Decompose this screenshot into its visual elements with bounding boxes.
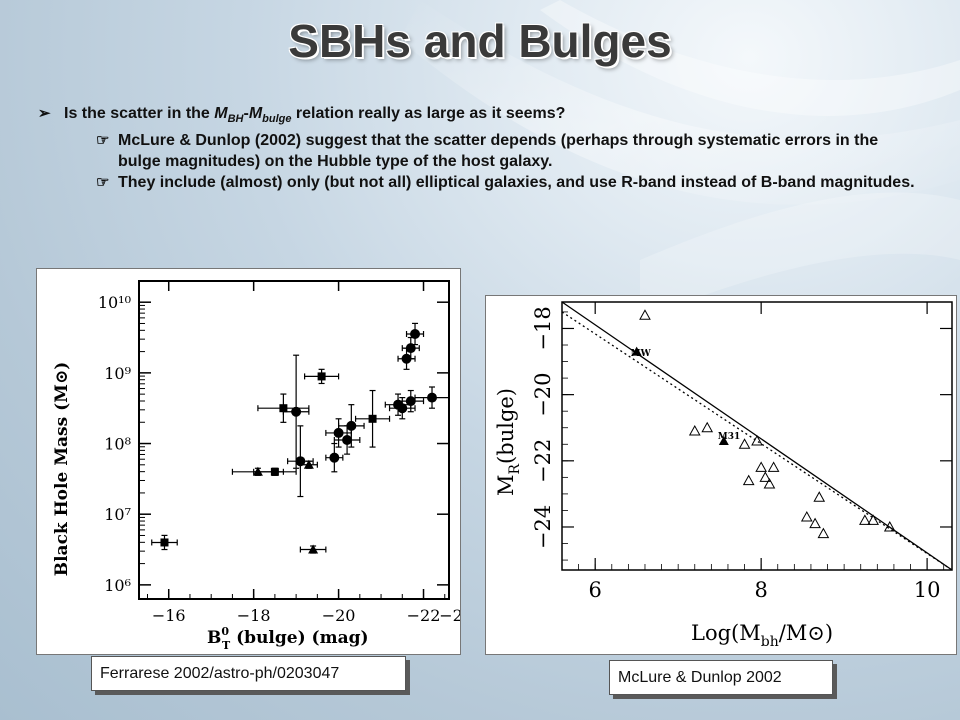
chart2-x-tick-label: 6	[589, 578, 602, 602]
chart1-point-circle	[427, 392, 438, 403]
m-bulge-subscript: bulge	[262, 113, 292, 126]
arrow-bullet-icon: ➢	[38, 105, 51, 122]
chart1-x-axis-label: B0 T (bulge) (mag)	[207, 625, 369, 652]
bullet-list: ➢ Is the scatter in the MBH-Mbulge relat…	[38, 103, 918, 193]
chart1-point-triangle	[308, 544, 319, 554]
chart2-point-open-triangle	[813, 491, 826, 502]
chart2-y-tick-label: −20	[531, 372, 555, 416]
chart2-point-label: MW	[631, 349, 652, 359]
chart2-point-filled-triangle	[631, 346, 642, 356]
m-bulge-symbol: M	[248, 105, 263, 122]
chart2-point-open-triangle	[763, 477, 776, 489]
chart2-point-open-triangle	[809, 517, 821, 529]
chart1-point-circle	[333, 427, 344, 438]
chart1-y-tick-label: 10⁷	[104, 505, 131, 524]
chart1-point-circle	[405, 396, 416, 407]
pointer-bullet-icon: ☞	[96, 174, 110, 192]
chart1-point-circle	[291, 406, 302, 417]
chart1-point-triangle	[303, 459, 314, 469]
chart2-point-open-triangle	[759, 471, 772, 482]
chart1-y-tick-label: 10¹⁰	[98, 293, 131, 312]
bullet-main-prefix: Is the scatter in the	[64, 105, 215, 122]
chart1-x-tick-label: −2	[439, 606, 460, 625]
chart1-y-tick-label: 10⁸	[104, 435, 131, 454]
sub-bullet-1: ☞ McLure & Dunlop (2002) suggest that th…	[38, 130, 918, 172]
chart2-point-open-triangle	[817, 527, 830, 539]
chart2-point-open-triangle	[701, 421, 714, 433]
chart1-point-circle	[410, 329, 421, 339]
chart2-point-filled-triangle	[718, 435, 729, 445]
sub-bullet-2: ☞ They include (almost) only (but not al…	[38, 172, 918, 193]
right-figure-caption: McLure & Dunlop 2002	[609, 660, 833, 695]
chart2-point-open-triangle	[800, 511, 813, 522]
sub-bullet-2-text: They include (almost) only (but not all)…	[118, 174, 915, 192]
bullet-main: ➢ Is the scatter in the MBH-Mbulge relat…	[38, 103, 918, 130]
bullet-main-suffix: relation really as large as it seems?	[291, 105, 566, 122]
chart1-x-tick-label: −16	[152, 606, 186, 625]
chart1-x-tick-label: −22	[407, 606, 441, 625]
pointer-bullet-icon: ☞	[96, 132, 110, 150]
chart2-point-open-triangle	[859, 514, 871, 525]
chart1-point-circle	[397, 403, 408, 414]
chart1-point-square	[317, 372, 326, 381]
chart2-x-tick-label: 10	[914, 578, 941, 602]
chart2-point-label: M31	[718, 432, 741, 442]
chart1-point-circle	[346, 420, 357, 431]
chart1-point-circle	[329, 452, 340, 463]
left-figure-caption: Ferrarese 2002/astro-ph/0203047	[91, 656, 406, 691]
chart2-point-open-triangle	[751, 434, 763, 446]
slide-title: SBHs and Bulges	[288, 15, 672, 67]
chart2-y-axis-label: MR(bulge)	[494, 388, 523, 496]
chart1-x-tick-label: −20	[322, 606, 356, 625]
chart1-frame	[138, 280, 450, 600]
chart1-point-square	[368, 414, 377, 423]
m-bh-subscript: BH	[227, 113, 244, 126]
chart1-point-circle	[295, 456, 306, 467]
chart2-frame	[561, 301, 953, 571]
chart2-point-open-triangle	[867, 514, 880, 525]
chart1-point-circle	[405, 343, 416, 354]
chart2-y-tick-label: −22	[531, 439, 555, 483]
chart2-x-axis-label: Log(Mbh/M⊙)	[691, 621, 833, 650]
chart2-point-open-triangle	[755, 461, 767, 472]
chart1-point-square	[279, 404, 288, 413]
mclure-chart: 6 8 10 −18 −20 −22 −24 MW M31 MR(bulge) Log(Mbh…	[494, 301, 953, 650]
mclure-figure: 6 8 10 −18 −20 −22 −24 MW M31 MR(bulge) Log(Mbh…	[485, 295, 957, 655]
chart1-x-tick-label: −18	[237, 606, 271, 625]
chart1-y-axis-label: Black Hole Mass (M⊙)	[52, 362, 72, 577]
chart2-x-tick-label: 8	[754, 578, 767, 602]
chart1-point-circle	[342, 435, 353, 445]
chart2-y-tick-label: −24	[531, 505, 555, 549]
chart2-point-open-triangle	[639, 309, 651, 320]
relation-dash: -	[243, 105, 249, 122]
chart2-point-open-triangle	[767, 461, 780, 472]
chart1-point-square	[160, 538, 169, 547]
chart1-y-tick-label: 10⁶	[104, 576, 131, 595]
chart1-point-square	[270, 467, 279, 476]
ferrarese-chart: −16 −18 −20 −22−2 10⁶ 10⁷ 10⁸ 10⁹ 10¹⁰ Black Hol…	[52, 280, 463, 652]
chart2-point-open-triangle	[883, 520, 896, 532]
ferrarese-figure: −16 −18 −20 −22 −2 10⁶ 10⁷ 10⁸ 10⁹ 10¹⁰ Black Hol…	[36, 268, 463, 655]
chart2-point-open-triangle	[742, 474, 755, 486]
chart1-y-tick-label: 10⁹	[104, 364, 131, 383]
chart2-point-open-triangle	[688, 425, 701, 436]
chart2-point-open-triangle	[738, 438, 751, 449]
chart2-y-tick-label: −18	[531, 306, 555, 350]
chart1-point-circle	[401, 353, 412, 364]
m-bh-symbol: M	[214, 105, 228, 122]
sub-bullet-1-text: McLure & Dunlop (2002) suggest that the …	[118, 132, 879, 171]
